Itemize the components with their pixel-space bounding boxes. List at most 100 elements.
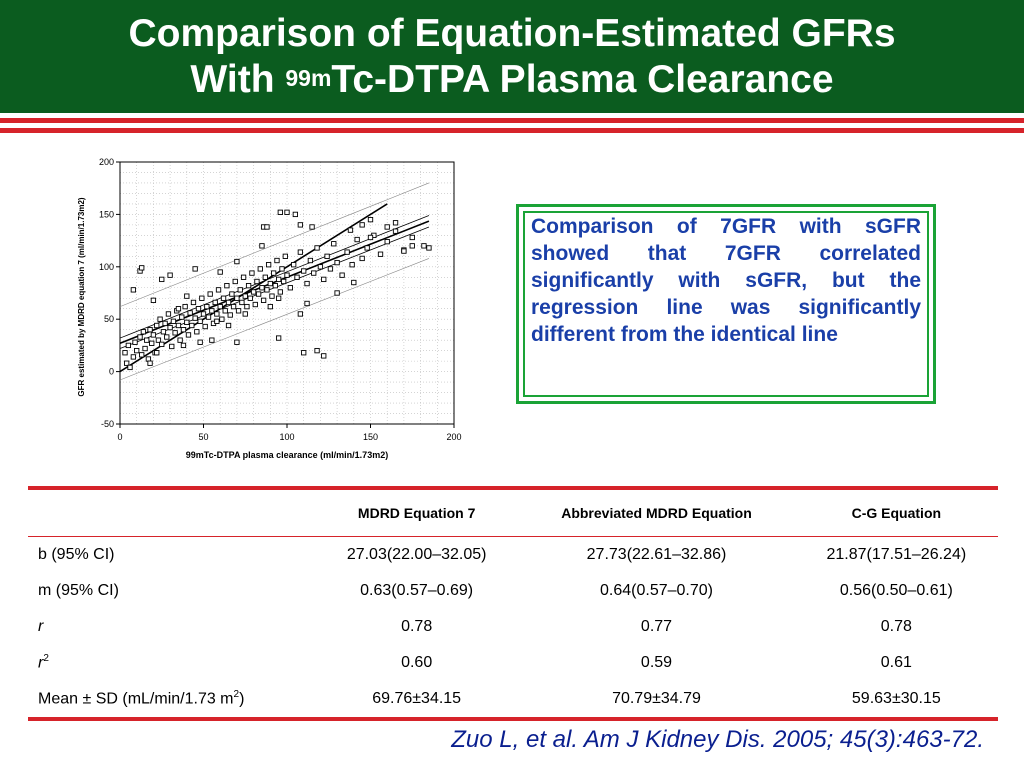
data-point [254, 278, 260, 285]
data-point [359, 222, 365, 228]
row-label-main: Mean ± SD (mL/min/1.73 m [38, 690, 234, 708]
data-point [334, 290, 340, 296]
data-point [331, 241, 337, 247]
data-point [257, 266, 263, 272]
row-label: r2 [28, 645, 315, 681]
data-point [150, 297, 157, 303]
data-point [130, 354, 137, 360]
data-point [321, 353, 327, 359]
data-point [247, 295, 253, 301]
data-point [242, 293, 248, 299]
data-point [287, 285, 293, 291]
table-row: Mean ± SD (mL/min/1.73 m2) 69.76±34.15 7… [28, 681, 998, 719]
data-point [244, 303, 250, 310]
data-point [284, 209, 290, 215]
data-point [149, 340, 155, 346]
x-tick-label: 150 [363, 432, 378, 442]
title-bar: Comparison of Equation-Estimated GFRs Wi… [0, 0, 1024, 113]
data-point [215, 287, 222, 293]
table-cell: 21.87(17.51–26.24) [826, 546, 967, 563]
data-point [367, 216, 374, 223]
data-point [234, 339, 240, 345]
data-point [175, 306, 182, 312]
data-point [155, 337, 162, 343]
data-point [202, 323, 208, 330]
data-point [234, 295, 240, 301]
data-point [189, 322, 195, 329]
data-point [187, 310, 193, 316]
regression-table: MDRD Equation 7 Abbreviated MDRD Equatio… [28, 486, 998, 721]
data-point [177, 337, 183, 343]
data-point [297, 249, 304, 255]
data-point [197, 318, 203, 324]
data-point [142, 345, 148, 352]
data-point [277, 289, 283, 295]
data-point [224, 283, 230, 289]
data-point [134, 347, 140, 354]
lower-prediction-line [119, 258, 430, 381]
citation: Zuo L, et al. Am J Kidney Dis. 2005; 45(… [451, 726, 984, 753]
data-point [140, 329, 147, 335]
data-point [145, 356, 152, 362]
data-point [421, 243, 427, 249]
data-point [260, 297, 267, 303]
data-point [235, 308, 242, 314]
row-label-tail: ) [239, 690, 245, 708]
data-point [311, 270, 317, 276]
data-point [321, 276, 327, 283]
data-point [230, 303, 237, 310]
data-point [217, 269, 223, 275]
data-point [267, 303, 273, 310]
upper-confidence-line [119, 215, 430, 339]
data-point [245, 283, 252, 289]
callout-text: Comparison of 7GFR with sGFR showed that… [531, 215, 921, 346]
data-point [199, 295, 205, 301]
row-label-italic: r [38, 618, 44, 635]
table-cell: 69.76±34.15 [372, 690, 462, 707]
data-point [225, 299, 232, 306]
data-point [222, 308, 228, 314]
row-label: r [28, 609, 315, 645]
data-point [162, 320, 168, 327]
data-point [292, 211, 298, 218]
data-point [237, 287, 243, 293]
upper-prediction-line [119, 182, 430, 307]
table-cell: 0.61 [880, 654, 912, 671]
data-point [170, 318, 177, 324]
data-point [314, 347, 320, 354]
summary-callout: Comparison of 7GFR with sGFR showed that… [516, 204, 936, 404]
data-point [367, 234, 374, 241]
table-header-row: MDRD Equation 7 Abbreviated MDRD Equatio… [28, 488, 998, 537]
data-point [301, 268, 307, 274]
data-point [180, 342, 187, 349]
table-cell: 27.73(22.61–32.86) [586, 546, 727, 563]
data-point [232, 278, 238, 285]
table-row: m (95% CI) 0.63(0.57–0.69) 0.64(0.57–0.7… [28, 573, 998, 609]
data-point [169, 343, 175, 350]
data-point [179, 314, 185, 320]
data-point [377, 251, 384, 257]
data-point [275, 335, 282, 341]
data-point [401, 248, 407, 254]
data-point [272, 283, 278, 289]
x-tick-label: 100 [279, 432, 294, 442]
data-point [354, 236, 360, 243]
data-point [291, 262, 297, 268]
table-cell: 0.60 [401, 654, 433, 671]
data-point [265, 262, 272, 268]
y-tick-label: -50 [101, 419, 114, 429]
row-label: Mean ± SD (mL/min/1.73 m2) [28, 681, 315, 719]
data-point [234, 258, 240, 265]
data-point [264, 224, 270, 230]
data-point [392, 228, 399, 234]
table-cell: 0.78 [401, 618, 433, 635]
data-point [172, 330, 178, 336]
data-point [409, 234, 415, 241]
table-row: r2 0.60 0.59 0.61 [28, 645, 998, 681]
data-point [392, 220, 399, 226]
data-point [220, 295, 227, 301]
header-empty [28, 488, 315, 537]
title-line-2-post: Tc-DTPA Plasma Clearance [331, 58, 834, 101]
data-point [214, 311, 220, 317]
data-point [269, 293, 275, 299]
